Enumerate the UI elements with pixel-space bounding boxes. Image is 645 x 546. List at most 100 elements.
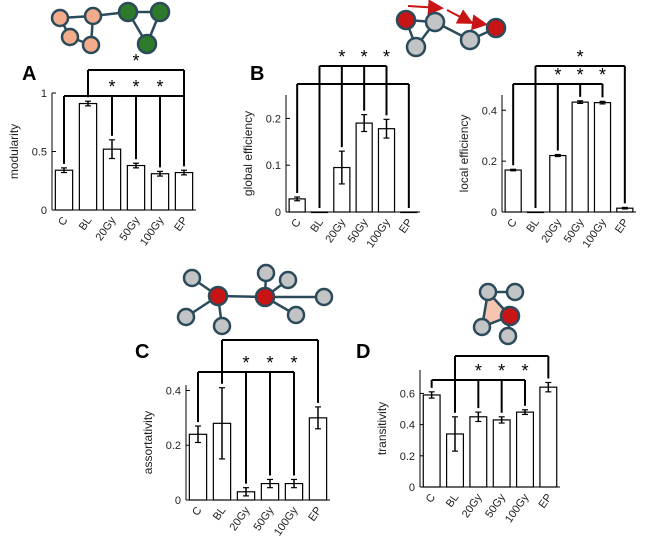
bar-50Gy — [126, 164, 146, 211]
x-tick-label: BL — [211, 505, 229, 523]
y-tick-label: 0.2 — [166, 440, 181, 452]
panel-label-b: B — [250, 63, 264, 85]
bar-EP — [400, 211, 418, 214]
network-node-gray — [256, 263, 276, 283]
network-node-gray — [176, 307, 196, 327]
network-node-gray — [472, 317, 492, 337]
significance-star: * — [475, 361, 482, 381]
bar-50Gy — [355, 122, 373, 213]
x-tick-label: EP — [172, 215, 190, 234]
network-node-gray — [478, 282, 498, 302]
network-node-red — [207, 285, 229, 307]
network-node-gray — [212, 316, 232, 336]
transitivity-network-diagram — [472, 282, 525, 346]
x-tick-label: 100Gy — [272, 504, 301, 538]
significance-star: * — [108, 77, 115, 97]
bar-EP — [308, 417, 328, 501]
y-tick-label: 0.6 — [400, 388, 415, 400]
significance-star: * — [383, 47, 390, 67]
x-tick-label: 20Gy — [94, 214, 119, 243]
bar-100Gy — [150, 173, 170, 211]
network-node-gray — [405, 36, 427, 58]
network-node-green — [136, 33, 158, 55]
network-node-green — [149, 1, 171, 23]
significance-star: * — [290, 353, 297, 373]
x-tick-label: EP — [397, 217, 415, 236]
bar-50Gy — [571, 101, 589, 213]
significance-star: * — [132, 51, 139, 71]
x-tick-label: C — [505, 217, 519, 230]
bar-20Gy — [549, 154, 567, 213]
y-tick-label: 0 — [41, 205, 47, 217]
network-node-gray — [459, 29, 481, 51]
path-arrow-icon — [407, 0, 444, 16]
network-node-salmon — [83, 6, 103, 26]
bar-EP — [174, 171, 194, 211]
bar-EP — [539, 386, 558, 488]
significance-star: * — [521, 361, 528, 381]
x-tick-label: 100Gy — [581, 216, 610, 250]
y-tick-label: 0.4 — [482, 105, 497, 117]
x-tick-label: 100Gy — [365, 216, 394, 250]
path-arrow-icon — [446, 9, 474, 24]
network-node-gray — [424, 11, 446, 33]
network-node-salmon — [60, 27, 80, 47]
network-node-red — [254, 286, 276, 308]
network-node-gray — [314, 287, 334, 307]
x-tick-label: 20Gy — [539, 216, 564, 245]
x-tick-label: C — [190, 505, 204, 518]
x-tick-label: EP — [613, 217, 631, 236]
assortativity-network-diagram — [176, 263, 334, 336]
network-node-gray — [182, 268, 202, 288]
significance-star: * — [577, 65, 584, 85]
network-node-green — [117, 1, 139, 23]
y-axis-label: modularity — [7, 124, 21, 179]
bar-C — [54, 169, 74, 211]
y-tick-label: 0 — [491, 207, 497, 219]
x-tick-label: 20Gy — [323, 216, 348, 245]
x-tick-label: BL — [444, 492, 462, 510]
y-tick-label: 0.5 — [32, 147, 47, 159]
y-tick-label: 0.1 — [266, 160, 281, 172]
network-node-gray — [498, 326, 518, 346]
bar-100Gy — [515, 411, 534, 488]
x-tick-label: 100Gy — [503, 491, 532, 525]
bar-50Gy — [492, 419, 511, 488]
significance-star: * — [132, 77, 139, 97]
x-tick-label: BL — [308, 217, 326, 235]
x-tick-label: BL — [77, 215, 95, 233]
significance-star: * — [554, 65, 561, 85]
modularity-network-diagram — [50, 1, 171, 55]
x-tick-label: BL — [524, 217, 542, 235]
y-axis-label: assortativity — [141, 411, 155, 474]
x-tick-label: 20Gy — [460, 491, 485, 520]
significance-star: * — [577, 47, 584, 67]
x-tick-label: C — [56, 215, 70, 228]
efficiency-network-diagram — [395, 0, 507, 58]
network-node-salmon — [81, 35, 101, 55]
panel-label-a: A — [22, 63, 36, 85]
bar-C — [504, 169, 522, 213]
y-axis-label: transitivity — [375, 402, 389, 455]
x-tick-label: C — [289, 217, 303, 230]
bar-BL — [310, 211, 329, 214]
significance-star: * — [498, 361, 505, 381]
network-node-gray — [505, 282, 525, 302]
network-node-gray — [278, 270, 298, 290]
y-tick-label: 0.4 — [400, 420, 415, 432]
network-node-salmon — [50, 8, 70, 28]
y-axis-label: local efficiency — [457, 115, 471, 193]
network-node-red — [395, 9, 417, 31]
network-node-gray — [286, 305, 306, 325]
path-arrow-icon — [469, 14, 488, 31]
bar-20Gy — [469, 416, 488, 488]
network-node-red — [499, 305, 521, 327]
significance-star: * — [156, 77, 163, 97]
significance-star: * — [266, 353, 273, 373]
y-tick-label: 0.4 — [166, 385, 181, 397]
y-tick-label: 0.2 — [482, 156, 497, 168]
bar-BL — [78, 102, 98, 211]
